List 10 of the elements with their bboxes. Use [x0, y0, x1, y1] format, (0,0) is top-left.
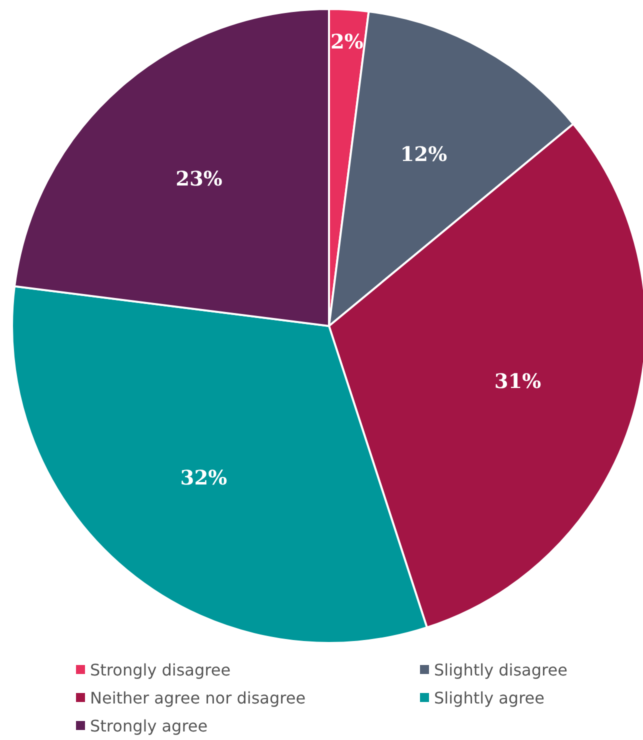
legend-label: Slightly disagree	[434, 660, 568, 680]
data-label: 12%	[400, 142, 448, 166]
data-label: 32%	[180, 465, 228, 490]
data-label: 31%	[494, 368, 542, 393]
legend-label: Neither agree nor disagree	[90, 688, 306, 708]
data-label: 2%	[330, 29, 364, 54]
data-label: 23%	[176, 166, 222, 191]
legend-label: Strongly agree	[90, 716, 208, 736]
legend-label: Slightly agree	[434, 688, 544, 708]
legend-label: Strongly disagree	[90, 660, 231, 680]
